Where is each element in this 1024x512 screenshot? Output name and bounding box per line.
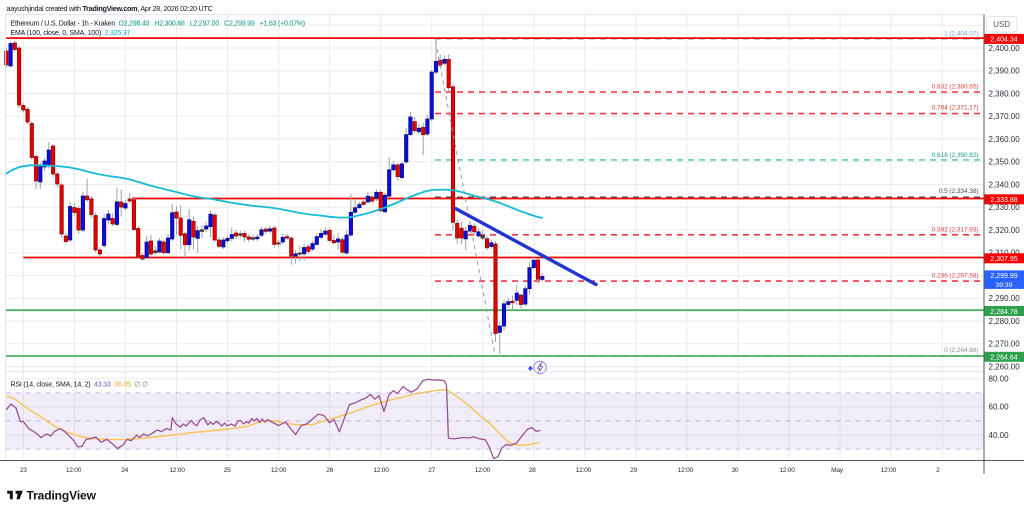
- svg-text:28: 28: [529, 467, 536, 474]
- svg-text:2,404.34: 2,404.34: [990, 37, 1017, 44]
- svg-text:0.764 (2,371.17): 0.764 (2,371.17): [932, 105, 979, 112]
- svg-text:25: 25: [224, 467, 231, 474]
- svg-text:12:00: 12:00: [169, 467, 185, 474]
- svg-text:12:00: 12:00: [881, 467, 897, 474]
- svg-text:0.618 (2,350.82): 0.618 (2,350.82): [932, 152, 979, 159]
- svg-text:2,260.00: 2,260.00: [989, 362, 1021, 371]
- svg-text:26: 26: [326, 467, 333, 474]
- svg-text:12:00: 12:00: [475, 467, 491, 474]
- svg-text:12:00: 12:00: [66, 467, 82, 474]
- svg-text:60.00: 60.00: [989, 403, 1010, 412]
- svg-text:2,340.00: 2,340.00: [989, 180, 1021, 189]
- svg-text:2,370.00: 2,370.00: [989, 112, 1021, 121]
- svg-text:aayushjindal created with Trad: aayushjindal created with TradingView.co…: [7, 4, 213, 13]
- svg-text:2,320.00: 2,320.00: [989, 226, 1021, 235]
- svg-text:May: May: [831, 467, 844, 474]
- svg-text:2: 2: [936, 467, 940, 474]
- svg-text:29: 29: [630, 467, 637, 474]
- svg-text:2,264.64: 2,264.64: [990, 355, 1017, 362]
- svg-text:12:00: 12:00: [373, 467, 389, 474]
- svg-text:80.00: 80.00: [989, 375, 1010, 384]
- svg-text:30: 30: [731, 467, 738, 474]
- svg-text:0.236 (2,297.58): 0.236 (2,297.58): [932, 273, 979, 280]
- svg-text:2,290.00: 2,290.00: [989, 294, 1021, 303]
- svg-text:USD: USD: [993, 20, 1010, 29]
- svg-text:2,280.00: 2,280.00: [989, 317, 1021, 326]
- svg-text:TradingView: TradingView: [27, 489, 97, 503]
- svg-text:24: 24: [121, 467, 128, 474]
- svg-text:0.5 (2,334.38): 0.5 (2,334.38): [939, 188, 979, 195]
- svg-text:0.832 (2,380.65): 0.832 (2,380.65): [932, 84, 979, 91]
- svg-text:2,310.00: 2,310.00: [989, 249, 1021, 258]
- svg-text:2,307.95: 2,307.95: [990, 256, 1017, 263]
- svg-text:RSI (14, close, SMA, 14, 2) 4: RSI (14, close, SMA, 14, 2) 43.33 36.05 …: [11, 381, 148, 388]
- svg-text:0.382 (2,317.93): 0.382 (2,317.93): [932, 227, 979, 234]
- svg-text:2,270.00: 2,270.00: [989, 340, 1021, 349]
- svg-text:EMA (100, close, 0, SMA, 100): EMA (100, close, 0, SMA, 100) 2,325.37: [11, 30, 131, 37]
- svg-text:12:00: 12:00: [678, 467, 694, 474]
- svg-text:2,390.00: 2,390.00: [989, 67, 1021, 76]
- svg-text:12:00: 12:00: [271, 467, 287, 474]
- svg-text:12:00: 12:00: [576, 467, 592, 474]
- svg-text:40.00: 40.00: [989, 431, 1010, 440]
- svg-text:2,360.00: 2,360.00: [989, 135, 1021, 144]
- svg-text:2,350.00: 2,350.00: [989, 158, 1021, 167]
- svg-text:2,299.99: 2,299.99: [990, 273, 1017, 280]
- svg-text:1 (2,404.07): 1 (2,404.07): [944, 31, 978, 38]
- svg-text:2,330.00: 2,330.00: [989, 203, 1021, 212]
- svg-text:27: 27: [428, 467, 435, 474]
- svg-text:0 (2,264.68): 0 (2,264.68): [944, 347, 978, 354]
- svg-text:2,284.78: 2,284.78: [990, 309, 1017, 316]
- svg-text:2,380.00: 2,380.00: [989, 89, 1021, 98]
- svg-text:12:00: 12:00: [779, 467, 795, 474]
- svg-text:Ethereum / U.S. Dollar - 1h -: Ethereum / U.S. Dollar - 1h - Kraken O2,…: [11, 21, 305, 28]
- svg-text:23: 23: [20, 467, 27, 474]
- svg-text:2,400.00: 2,400.00: [989, 44, 1021, 53]
- svg-text:2,333.88: 2,333.88: [990, 197, 1017, 204]
- svg-text:39:39: 39:39: [995, 282, 1012, 289]
